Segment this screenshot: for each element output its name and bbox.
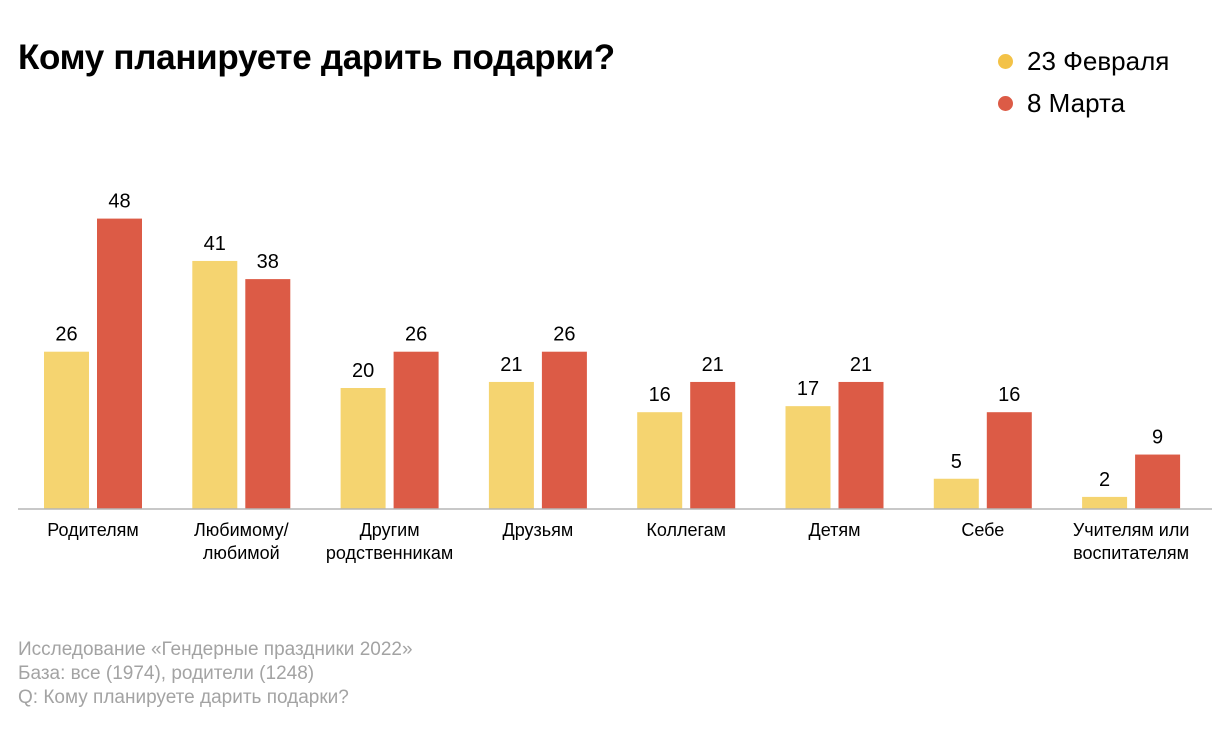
data-label-feb23: 20 (352, 360, 374, 382)
legend-item-mar8: 8 Марта (998, 82, 1169, 124)
data-label-mar8: 48 (108, 191, 130, 213)
bar-feb23 (785, 406, 831, 509)
footer-notes: Исследование «Гендерные праздники 2022» … (18, 638, 413, 710)
category-label: Другим (360, 520, 420, 540)
bar-mar8 (986, 412, 1032, 509)
category-label: Коллегам (646, 520, 726, 540)
category-label: Себе (961, 520, 1004, 540)
category-label: Детям (809, 520, 861, 540)
bar-mar8 (245, 279, 291, 509)
data-label-feb23: 26 (55, 324, 77, 346)
legend: 23 Февраля 8 Марта (998, 40, 1169, 124)
bar-feb23 (637, 412, 683, 509)
category-label: воспитателям (1073, 543, 1189, 563)
footer-line-base: База: все (1974), родители (1248) (18, 663, 315, 684)
category-label: любимой (203, 543, 280, 563)
data-label-mar8: 21 (850, 354, 872, 376)
footer-line-question: Q: Кому планируете дарить подарки? (18, 687, 349, 708)
data-label-mar8: 26 (553, 324, 575, 346)
footer-line-study: Исследование «Гендерные праздники 2022» (18, 639, 413, 660)
category-label: Родителям (47, 520, 138, 540)
data-label-feb23: 41 (204, 233, 226, 255)
category-label: родственникам (326, 543, 453, 563)
legend-dot-mar8 (998, 95, 1013, 111)
legend-item-feb23: 23 Февраля (998, 40, 1169, 82)
data-label-feb23: 16 (649, 384, 671, 406)
bar-feb23 (933, 478, 979, 509)
bar-feb23 (340, 388, 386, 509)
bar-feb23 (44, 351, 89, 509)
data-label-feb23: 2 (1099, 469, 1110, 491)
legend-label-mar8: 8 Марта (1027, 87, 1126, 118)
data-label-feb23: 5 (951, 451, 962, 473)
chart-title: Кому планируете дарить подарки? (18, 38, 615, 77)
data-label-mar8: 9 (1152, 427, 1163, 449)
bar-feb23 (192, 260, 238, 509)
category-label: Учителям или (1073, 520, 1190, 540)
bar-mar8 (97, 218, 142, 509)
bar-feb23 (1082, 496, 1128, 509)
bar-chart: 26 48 Родителям 41 38 Любимому/любимой 20 26 Дру… (18, 191, 1212, 563)
category-label: Любимому/ (194, 520, 289, 540)
data-label-mar8: 38 (257, 251, 279, 273)
bar-mar8 (393, 351, 439, 509)
bar-mar8 (838, 381, 884, 509)
data-label-mar8: 16 (998, 384, 1020, 406)
bar-mar8 (1135, 454, 1181, 509)
data-label-feb23: 17 (797, 378, 819, 400)
category-label: Друзьям (503, 520, 574, 540)
data-label-mar8: 26 (405, 324, 427, 346)
legend-label-feb23: 23 Февраля (1027, 45, 1170, 76)
legend-dot-feb23 (998, 53, 1013, 69)
data-label-mar8: 21 (702, 354, 724, 376)
bar-feb23 (488, 381, 534, 509)
bar-mar8 (690, 381, 736, 509)
data-label-feb23: 21 (500, 354, 522, 376)
bar-mar8 (541, 351, 587, 509)
